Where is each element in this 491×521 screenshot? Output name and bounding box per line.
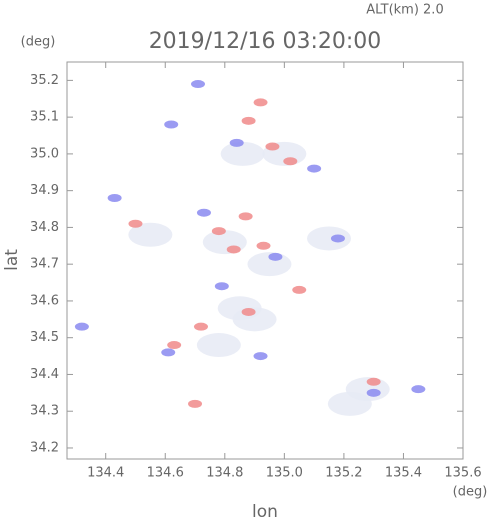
echo-patch bbox=[253, 98, 268, 107]
echo-patch bbox=[241, 307, 256, 316]
y-tick-label: 34.5 bbox=[30, 330, 59, 345]
echo-patch bbox=[411, 385, 426, 394]
x-tick-label: 134.4 bbox=[87, 466, 124, 481]
echo-patch bbox=[366, 377, 381, 386]
echo-patch bbox=[283, 157, 298, 166]
echo-patch bbox=[128, 222, 173, 247]
y-tick-label: 34.7 bbox=[30, 257, 59, 272]
echo-patch bbox=[74, 322, 89, 331]
echo-patch bbox=[167, 341, 182, 350]
y-axis-label: lat bbox=[2, 249, 22, 271]
x-tick-label: 134.8 bbox=[206, 466, 243, 481]
x-tick-label: 135.2 bbox=[325, 466, 362, 481]
echo-patch bbox=[214, 282, 229, 291]
y-tick-label: 34.6 bbox=[30, 293, 59, 308]
echo-patch bbox=[229, 138, 244, 147]
echo-patch bbox=[164, 120, 179, 129]
y-tick-label: 34.3 bbox=[30, 404, 59, 419]
x-tick-label: 135.4 bbox=[385, 466, 422, 481]
echo-patch bbox=[307, 226, 352, 251]
x-unit: (deg) bbox=[453, 485, 488, 500]
chart-title: 2019/12/16 03:20:00 bbox=[149, 29, 382, 54]
echo-patch bbox=[265, 142, 280, 151]
plot-frame bbox=[66, 61, 464, 460]
echo-patch bbox=[226, 245, 241, 254]
echo-patch bbox=[211, 227, 226, 236]
x-tick-label: 134.6 bbox=[147, 466, 184, 481]
echo-patch bbox=[128, 219, 143, 228]
y-tick-label: 34.4 bbox=[30, 367, 59, 382]
y-tick-label: 35.2 bbox=[30, 73, 59, 88]
y-tick-label: 34.9 bbox=[30, 183, 59, 198]
echo-patch bbox=[268, 252, 283, 261]
echo-patch bbox=[241, 116, 256, 125]
altitude-label: ALT(km) 2.0 bbox=[366, 3, 443, 18]
y-unit: (deg) bbox=[21, 35, 56, 50]
echo-patch bbox=[191, 80, 206, 89]
echo-patch bbox=[330, 234, 345, 243]
x-tick-label: 135.0 bbox=[266, 466, 303, 481]
echo-patch bbox=[238, 212, 253, 221]
echo-patch bbox=[220, 141, 265, 166]
echo-patch bbox=[253, 352, 268, 361]
echo-patch bbox=[193, 322, 208, 331]
echo-patch bbox=[188, 399, 203, 408]
echo-patch bbox=[327, 391, 372, 416]
y-tick-label: 34.8 bbox=[30, 220, 59, 235]
echo-patch bbox=[366, 388, 381, 397]
echo-patch bbox=[307, 164, 322, 173]
y-tick-label: 34.2 bbox=[30, 440, 59, 455]
y-tick-label: 35.1 bbox=[30, 110, 59, 125]
echo-patch bbox=[256, 241, 271, 250]
echo-patch bbox=[107, 194, 122, 203]
x-axis-label: lon bbox=[252, 502, 278, 521]
x-tick-label: 135.6 bbox=[444, 466, 481, 481]
echo-patch bbox=[196, 333, 241, 358]
echo-patch bbox=[161, 348, 176, 357]
echo-patch bbox=[196, 208, 211, 217]
echo-patch bbox=[292, 285, 307, 294]
y-tick-label: 35.0 bbox=[30, 146, 59, 161]
